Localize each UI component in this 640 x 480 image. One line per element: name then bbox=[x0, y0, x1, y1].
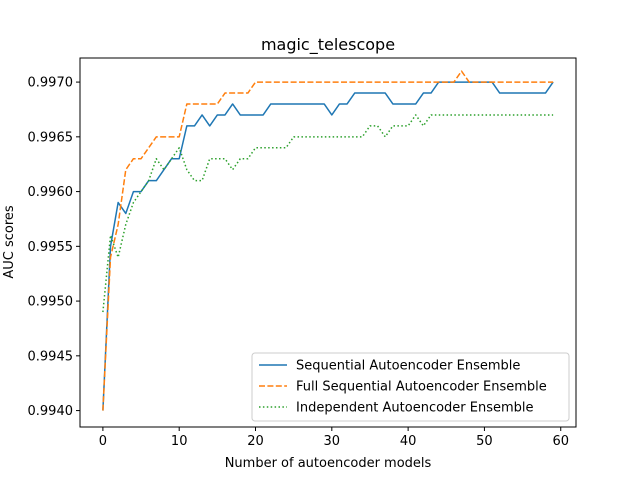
y-tick-label: 0.9960 bbox=[28, 185, 74, 200]
chart-title: magic_telescope bbox=[261, 35, 395, 55]
y-tick-label: 0.9955 bbox=[28, 240, 74, 255]
legend-label-3: Independent Autoencoder Ensemble bbox=[296, 401, 534, 416]
plot-frame bbox=[79, 57, 577, 428]
y-tick-label: 0.9945 bbox=[28, 349, 74, 364]
x-axis: 0 10 20 30 40 50 60 bbox=[99, 427, 569, 449]
series-line-2 bbox=[102, 70, 554, 411]
x-axis-label: Number of autoencoder models bbox=[225, 456, 432, 471]
series-line-3 bbox=[102, 114, 554, 313]
legend-box bbox=[251, 352, 570, 422]
x-tick-label: 50 bbox=[476, 434, 493, 449]
legend: Sequential Autoencoder Ensemble Full Sequ… bbox=[251, 352, 570, 422]
x-tick-label: 40 bbox=[400, 434, 417, 449]
y-axis: 0.9940 0.9945 0.9950 0.9955 0.9960 0.9965 0.99… bbox=[28, 76, 80, 419]
x-tick-label: 10 bbox=[171, 434, 188, 449]
x-tick-label: 0 bbox=[99, 434, 107, 449]
x-tick-label: 20 bbox=[247, 434, 264, 449]
series-layer bbox=[102, 70, 554, 411]
x-tick-label: 60 bbox=[552, 434, 569, 449]
y-axis-label: AUC scores bbox=[2, 205, 17, 279]
y-tick-label: 0.9950 bbox=[28, 295, 74, 310]
y-tick-label: 0.9940 bbox=[28, 404, 74, 419]
legend-label-1: Sequential Autoencoder Ensemble bbox=[296, 359, 520, 374]
y-tick-label: 0.9965 bbox=[28, 130, 74, 145]
x-tick-label: 30 bbox=[324, 434, 341, 449]
legend-label-2: Full Sequential Autoencoder Ensemble bbox=[296, 380, 547, 395]
y-tick-label: 0.9970 bbox=[28, 76, 74, 91]
